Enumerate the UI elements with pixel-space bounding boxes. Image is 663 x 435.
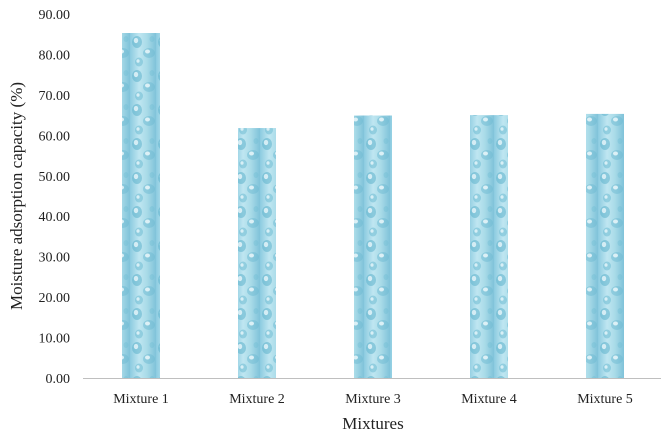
bar <box>354 115 392 378</box>
y-tick-label: 80.00 <box>39 48 71 63</box>
bar <box>586 113 624 379</box>
y-tick-label: 10.00 <box>39 332 71 347</box>
y-tick-label: 0.00 <box>46 372 71 387</box>
y-tick-label: 50.00 <box>39 170 71 185</box>
x-tick-label: Mixture 2 <box>229 392 285 407</box>
y-tick-label: 40.00 <box>39 210 71 225</box>
x-axis-title: Mixtures <box>342 414 403 433</box>
x-tick-label: Mixture 4 <box>461 392 517 407</box>
x-tick-label: Mixture 5 <box>577 392 633 407</box>
y-tick-label: 70.00 <box>39 89 71 104</box>
labels: 0.00 10.00 20.00 30.00 40.00 50.00 60.00 70.00 8… <box>7 8 633 433</box>
bar <box>122 33 160 379</box>
bars <box>122 33 624 379</box>
bar <box>238 128 276 378</box>
y-axis-title: Moisture adsorption capacity (%) <box>7 82 26 310</box>
x-tick-label: Mixture 1 <box>113 392 169 407</box>
y-tick-label: 60.00 <box>39 129 71 144</box>
y-tick-label: 90.00 <box>39 8 71 23</box>
bar <box>470 115 508 378</box>
y-tick-label: 20.00 <box>39 291 71 306</box>
y-tick-label: 30.00 <box>39 251 71 266</box>
x-tick-label: Mixture 3 <box>345 392 401 407</box>
